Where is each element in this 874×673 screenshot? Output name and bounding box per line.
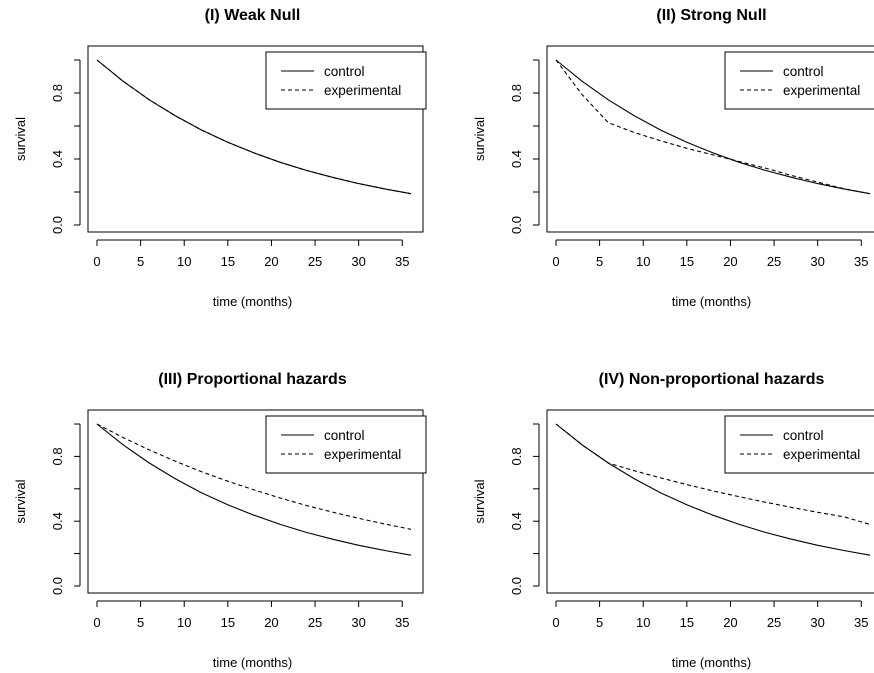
x-tick-label: 10 (636, 254, 650, 269)
legend-label: experimental (324, 83, 401, 98)
y-tick-label: 0.4 (509, 150, 524, 168)
y-tick-label: 0.4 (509, 512, 524, 530)
y-axis-label: survival (472, 479, 487, 523)
legend-label: experimental (783, 83, 860, 98)
x-axis-label: time (months) (672, 655, 751, 670)
legend-label: control (783, 64, 824, 79)
x-tick-label: 10 (177, 615, 191, 630)
panel-title: (III) Proportional hazards (158, 371, 347, 388)
x-tick-label: 35 (854, 615, 868, 630)
plot-frame (87, 45, 424, 233)
y-tick-label: 0.8 (509, 84, 524, 102)
x-tick-label: 15 (680, 615, 694, 630)
y-tick-label: 0.0 (509, 216, 524, 234)
panel-1: (I) Weak Null 0 5 10 15 20 25 30 35 0.0 0.4 0.8 time… (13, 7, 427, 309)
y-axis-label: survival (13, 117, 28, 161)
panel-2: (II) Strong Null 0 5 10 15 20 25 30 35 0.0 0.4 0.8 t… (472, 7, 874, 309)
y-tick-label: 0.8 (50, 447, 65, 465)
series-line-control (555, 423, 871, 556)
legend-label: control (324, 428, 365, 443)
y-tick-label: 0.0 (509, 577, 524, 595)
x-tick-label: 5 (137, 615, 144, 630)
y-tick-label: 0.0 (50, 216, 65, 234)
legend-label: experimental (324, 447, 401, 462)
x-tick-label: 15 (221, 615, 235, 630)
x-axis-label: time (months) (213, 655, 292, 670)
series-line-experimental (555, 59, 871, 195)
x-tick-label: 30 (810, 254, 824, 269)
x-tick-label: 10 (177, 254, 191, 269)
x-tick-label: 5 (137, 254, 144, 269)
x-tick-label: 0 (93, 254, 100, 269)
plot-frame (546, 409, 874, 594)
x-tick-label: 0 (552, 615, 559, 630)
legend-box (265, 415, 427, 474)
x-tick-label: 20 (723, 615, 737, 630)
x-tick-label: 10 (636, 615, 650, 630)
legend-label: experimental (783, 447, 860, 462)
plot-frame (87, 409, 424, 594)
plot-frame (546, 45, 874, 233)
x-tick-label: 25 (767, 615, 781, 630)
panel-title: (I) Weak Null (205, 7, 301, 24)
series-line-experimental (96, 423, 412, 530)
legend-box (265, 51, 427, 110)
legend-label: control (783, 428, 824, 443)
x-tick-label: 25 (308, 254, 322, 269)
legend-box (724, 415, 874, 474)
x-axis-label: time (months) (213, 294, 292, 309)
x-tick-label: 15 (221, 254, 235, 269)
x-tick-label: 30 (351, 254, 365, 269)
series-line-control (96, 59, 412, 195)
legend-box (724, 51, 874, 110)
series-line-control (96, 423, 412, 556)
y-axis-label: survival (472, 117, 487, 161)
x-tick-label: 20 (723, 254, 737, 269)
x-axis-label: time (months) (672, 294, 751, 309)
y-tick-label: 0.4 (50, 150, 65, 168)
panel-4: (IV) Non-proportional hazards 0 5 10 15 20 25 3… (472, 371, 874, 670)
x-tick-label: 30 (351, 615, 365, 630)
x-tick-label: 15 (680, 254, 694, 269)
y-tick-label: 0.4 (50, 512, 65, 530)
x-tick-label: 25 (767, 254, 781, 269)
panel-title: (II) Strong Null (656, 7, 766, 24)
y-axis-label: survival (13, 479, 28, 523)
x-tick-label: 0 (552, 254, 559, 269)
legend-label: control (324, 64, 365, 79)
x-tick-label: 35 (395, 615, 409, 630)
x-tick-label: 35 (854, 254, 868, 269)
y-tick-label: 0.8 (50, 84, 65, 102)
x-tick-label: 5 (596, 254, 603, 269)
y-tick-label: 0.0 (50, 577, 65, 595)
x-tick-label: 5 (596, 615, 603, 630)
x-tick-label: 0 (93, 615, 100, 630)
y-tick-label: 0.8 (509, 447, 524, 465)
x-tick-label: 30 (810, 615, 824, 630)
panel-title: (IV) Non-proportional hazards (599, 371, 825, 388)
x-tick-label: 25 (308, 615, 322, 630)
x-tick-label: 20 (264, 254, 278, 269)
x-tick-label: 35 (395, 254, 409, 269)
panel-3: (III) Proportional hazards 0 5 10 15 20 25 30 35… (13, 371, 427, 670)
series-line-control (555, 59, 871, 195)
x-tick-label: 20 (264, 615, 278, 630)
